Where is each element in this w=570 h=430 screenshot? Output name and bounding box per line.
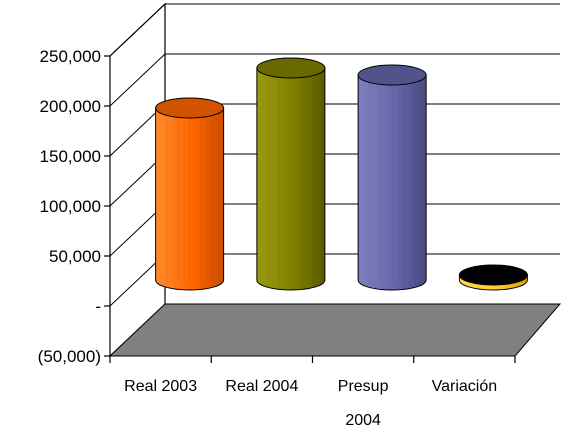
bar-body-2 [357,74,427,291]
y-tick-label-0: 250,000 [40,47,101,66]
y-tick-label-3: 100,000 [40,197,101,216]
chart-floor [108,303,562,357]
x-label-3: Variación [432,378,498,395]
bar-top-shade-0 [155,98,224,118]
bars [155,57,528,291]
bar-top-0 [155,97,225,119]
y-tick-label-2: 150,000 [40,147,101,166]
bar-top-shade-1 [256,58,325,78]
bar-0 [155,97,225,291]
bar-top-1 [256,57,326,79]
floor-plane [108,303,562,357]
x-label-2-line-1: 2004 [345,412,381,429]
x-label-0: Real 2003 [124,378,197,395]
bar-body-0 [155,107,225,291]
bar-1 [256,57,326,291]
bar-top-3 [458,264,528,286]
y-tick-label-5: - [95,297,101,316]
x-label-2-line-0: Presup [338,378,389,395]
bar-body-1 [256,67,326,291]
bar-top-2 [357,64,427,86]
bar-3 [458,264,528,291]
bar-2 [357,64,427,291]
gridline-0 [109,3,560,57]
y-tick-label-4: 50,000 [49,247,101,266]
y-tick-label-1: 200,000 [40,97,101,116]
y-axis-ticks: 250,000 200,000 150,000 100,000 50,000 - (50,0… [38,47,101,366]
x-axis-labels: Real 2003 Real 2004 Presup 2004 Variación [109,356,516,429]
y-tick-label-6: (50,000) [38,347,101,366]
x-label-1: Real 2004 [225,378,298,395]
gridline-1 [109,53,560,107]
bar-top-shade-2 [358,65,427,85]
